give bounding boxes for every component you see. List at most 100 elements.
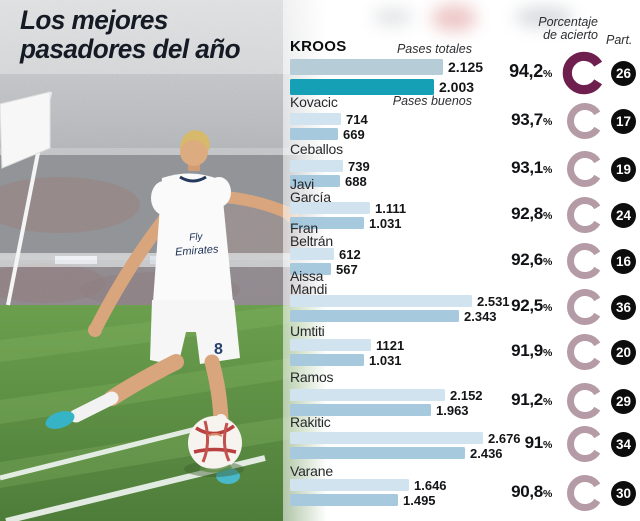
accuracy-donut-icon [567,334,601,370]
good-passes-value: 1.495 [403,492,436,508]
total-passes-bar [290,339,371,351]
jersey-sponsor-line2: Emirates [175,243,220,258]
scoreboard-blur [431,4,477,32]
player-name: Kovacic [290,94,338,110]
good-passes-value: 669 [343,126,365,142]
title-line2: pasadores del año [20,34,241,64]
total-passes-value: 1121 [376,337,405,353]
boot [45,411,75,429]
good-passes-value: 1.031 [369,215,402,231]
participation-badge: 26 [611,61,636,86]
total-passes-value: 714 [346,111,368,127]
participation-badge: 17 [611,109,636,134]
good-passes-value: 1.031 [369,352,402,368]
player-photo: Fly Emirates 8 [0,0,332,521]
accuracy-donut-icon [562,51,603,95]
accuracy-donut-icon [567,243,601,279]
participation-badge: 20 [611,340,636,365]
total-passes-value: 1.646 [414,477,447,493]
total-passes-bar [290,113,341,125]
good-passes-bar [290,217,364,229]
total-passes-bar [290,59,443,75]
player-figure: Fly Emirates 8 [45,130,299,484]
column-header-participation: Part. [606,33,633,47]
corner-flag [0,91,51,169]
good-passes-value: 2.436 [470,445,503,461]
accuracy-value: 92,5% [511,296,552,315]
total-passes-value: 1.111 [375,200,407,216]
participation-badge: 30 [611,481,636,506]
participation-badge: 16 [611,249,636,274]
good-passes-value: 2.003 [439,79,475,95]
accuracy-donut-icon [567,383,601,419]
player-name: Rakitic [290,414,331,430]
good-passes-bar [290,263,331,275]
accuracy-value: 91% [524,433,553,452]
shorts-number: 8 [214,341,223,358]
player-name: Aissa Mandi [290,268,328,297]
title-line1: Los mejores [20,5,168,35]
total-passes-bar [290,248,334,260]
total-passes-value: 2.531 [477,293,510,309]
total-passes-value: 612 [339,246,361,262]
accuracy-value: 94,2% [509,61,552,81]
player-name: Varane [290,463,333,479]
player-name: Ceballos [290,141,343,157]
player-name: KROOS [290,38,347,55]
participation-badge: 24 [611,203,636,228]
legend-good-passes: Pases buenos [392,94,472,108]
total-passes-bar [290,479,409,491]
good-passes-bar [290,128,338,140]
football [184,416,244,477]
accuracy-donut-icon [567,426,601,462]
total-passes-value: 2.152 [450,387,483,403]
corner-line [0,425,201,481]
good-passes-value: 688 [345,173,367,189]
total-passes-bar [290,160,343,172]
accuracy-value: 91,2% [511,390,552,409]
good-passes-value: 567 [336,261,358,277]
accuracy-value: 90,8% [511,482,552,501]
good-passes-bar [290,79,434,95]
good-passes-bar [290,175,340,187]
total-passes-bar [290,389,445,401]
accuracy-value: 92,8% [511,204,552,223]
good-passes-bar [290,354,364,366]
jersey-sponsor-line1: Fly [189,231,204,243]
participation-badge: 29 [611,389,636,414]
good-passes-bar [290,494,398,506]
stand-blur [373,8,413,26]
total-passes-bar [290,295,472,307]
accuracy-donut-icon [567,103,601,139]
total-passes-value: 739 [348,158,370,174]
boot [216,468,240,484]
accuracy-value: 92,6% [511,250,552,269]
player-name: Fran Beltrán [290,220,333,249]
accuracy-donut-icon [567,289,601,325]
total-passes-value: 2.676 [488,430,521,446]
accuracy-donut-icon [567,151,601,187]
good-passes-bar [290,447,465,459]
stand-blur [515,7,573,27]
participation-badge: 34 [611,432,636,457]
total-passes-bar [290,432,483,444]
player-name: Javi García [290,176,331,205]
good-passes-value: 1.963 [436,402,469,418]
accuracy-value: 93,1% [511,158,552,177]
good-passes-bar [290,310,459,322]
good-passes-bar [290,404,431,416]
good-passes-value: 2.343 [464,308,497,324]
page-title: Los mejores pasadores del año [20,5,241,64]
column-header-accuracy: Porcentaje de acierto [538,15,598,42]
participation-badge: 36 [611,295,636,320]
total-passes-value: 2.125 [448,59,484,75]
total-passes-bar [290,202,370,214]
accuracy-donut-icon [567,475,601,511]
legend-total-passes: Pases totales [396,42,472,56]
participation-badge: 19 [611,157,636,182]
player-name: Umtiti [290,323,325,339]
accuracy-value: 93,7% [511,110,552,129]
accuracy-donut-icon [567,197,601,233]
